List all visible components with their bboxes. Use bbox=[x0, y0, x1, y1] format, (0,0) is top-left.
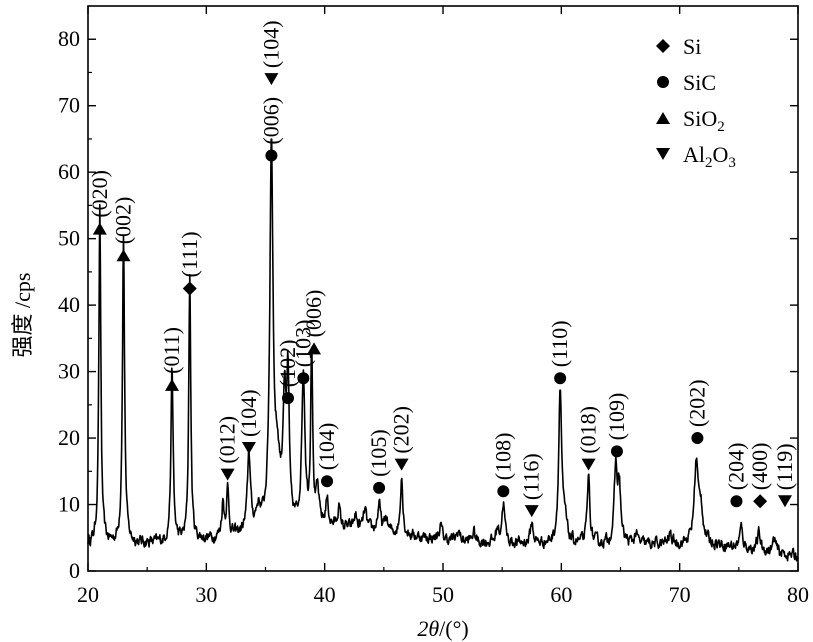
peak-marker-circle bbox=[610, 445, 623, 458]
x-tick-label: 70 bbox=[669, 582, 691, 607]
legend-marker-circle bbox=[657, 76, 669, 88]
legend-marker-triangle-up bbox=[656, 112, 670, 124]
peak-marker-circle bbox=[281, 392, 294, 405]
y-tick-label: 50 bbox=[58, 226, 80, 251]
peak-marker-circle bbox=[373, 481, 386, 494]
peak-label: (011) bbox=[159, 327, 184, 374]
legend-label: SiC bbox=[683, 70, 716, 95]
peak-label: (020) bbox=[87, 170, 112, 218]
y-tick-label: 20 bbox=[58, 425, 80, 450]
peak-marker-triangle-down bbox=[524, 505, 539, 518]
peak-marker-triangle-down bbox=[220, 468, 235, 481]
peak-label: (018) bbox=[576, 406, 601, 454]
peak-label: (108) bbox=[490, 433, 515, 481]
peak-marker-circle bbox=[297, 372, 310, 385]
peak-marker-circle bbox=[497, 485, 510, 498]
legend-label: Si bbox=[683, 34, 701, 59]
peak-marker-triangle-down bbox=[394, 458, 409, 471]
peak-label: (109) bbox=[604, 393, 629, 441]
peak-label: (202) bbox=[684, 379, 709, 427]
y-tick-label: 30 bbox=[58, 359, 80, 384]
legend-marker-triangle-down bbox=[656, 148, 670, 160]
y-tick-label: 80 bbox=[58, 26, 80, 51]
x-tick-label: 60 bbox=[550, 582, 572, 607]
peak-annotations: (020)(002)(011)(111)(012)(104)(006)(104)… bbox=[87, 20, 797, 518]
peak-marker-circle bbox=[691, 432, 704, 445]
peak-label: (012) bbox=[215, 416, 240, 464]
peak-marker-triangle-down bbox=[241, 442, 256, 455]
peak-marker-triangle-down bbox=[581, 458, 596, 471]
y-tick-label: 0 bbox=[69, 558, 80, 583]
peak-label: (104) bbox=[236, 389, 261, 437]
peak-label: (119) bbox=[772, 443, 797, 490]
peak-marker-triangle-down bbox=[777, 495, 792, 508]
x-tick-label: 30 bbox=[195, 582, 217, 607]
peak-marker-circle bbox=[321, 475, 334, 488]
peak-label: (102) bbox=[275, 340, 300, 388]
axes: 20 30 40 50 60 70 80 0 10 20 30 40 50 60 70 80 bbox=[58, 5, 809, 607]
peak-marker-circle bbox=[265, 149, 278, 162]
y-tick-label: 10 bbox=[58, 492, 80, 517]
xrd-pattern-line bbox=[87, 138, 799, 562]
peak-label: (103) bbox=[290, 320, 315, 368]
peak-marker-triangle-up bbox=[116, 249, 131, 262]
legend-label: SiO2 bbox=[683, 106, 725, 135]
y-tick-label: 70 bbox=[58, 93, 80, 118]
x-tick-label: 50 bbox=[432, 582, 454, 607]
xrd-curve bbox=[87, 138, 799, 562]
peak-label: (104) bbox=[314, 423, 339, 471]
y-tick-label: 40 bbox=[58, 292, 80, 317]
peak-marker-circle bbox=[554, 372, 567, 385]
peak-label: (111) bbox=[177, 231, 202, 277]
y-tick-label: 60 bbox=[58, 159, 80, 184]
peak-label: (202) bbox=[389, 406, 414, 454]
peak-marker-diamond bbox=[182, 281, 197, 296]
peak-label: (110) bbox=[547, 320, 572, 367]
legend: Si SiC SiO2 Al2O3 bbox=[656, 34, 736, 171]
peak-label: (400) bbox=[747, 443, 772, 491]
peak-label: (002) bbox=[111, 197, 136, 245]
x-tick-label: 40 bbox=[314, 582, 336, 607]
peak-marker-triangle-up bbox=[92, 222, 107, 235]
peak-label: (116) bbox=[519, 453, 544, 500]
peak-label: (204) bbox=[723, 443, 748, 491]
x-tick-label: 80 bbox=[787, 582, 809, 607]
peak-label: (006) bbox=[301, 290, 326, 338]
legend-label: Al2O3 bbox=[683, 142, 736, 171]
legend-marker-diamond bbox=[656, 39, 670, 53]
y-axis-label: 强度 /cps bbox=[10, 273, 35, 358]
peak-marker-circle bbox=[730, 495, 743, 508]
x-axis-label: 2θ/(°) bbox=[417, 616, 468, 641]
peak-marker-triangle-up bbox=[165, 378, 180, 391]
peak-marker-diamond bbox=[753, 494, 768, 509]
peak-marker-triangle-up bbox=[307, 342, 322, 355]
x-tick-label: 20 bbox=[77, 582, 99, 607]
peak-label: (105) bbox=[366, 429, 391, 477]
axis-labels: 强度 /cps 2θ/(°) bbox=[10, 273, 469, 641]
peak-label: (104) bbox=[258, 20, 283, 68]
peak-label: (006) bbox=[258, 97, 283, 145]
peak-marker-triangle-down bbox=[264, 73, 279, 86]
